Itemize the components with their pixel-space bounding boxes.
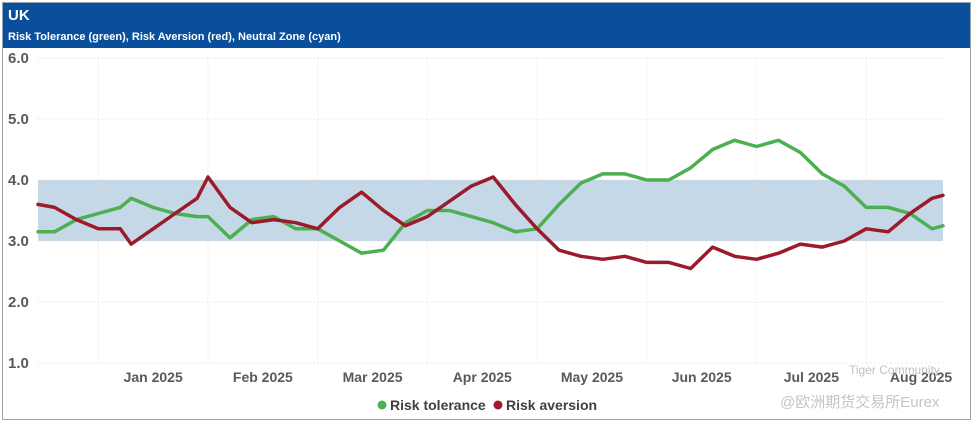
y-tick-label: 2.0 bbox=[8, 294, 29, 311]
x-tick-label: Jan 2025 bbox=[124, 369, 183, 385]
y-tick-label: 4.0 bbox=[8, 172, 29, 189]
watermark-line1: Tiger Community bbox=[849, 363, 940, 377]
x-tick-label: Aug 2025 bbox=[890, 369, 952, 385]
chart-header: UK Risk Tolerance (green), Risk Aversion… bbox=[3, 3, 970, 48]
y-tick-label: 3.0 bbox=[8, 233, 29, 250]
legend-marker-risk-aversion bbox=[493, 400, 503, 410]
y-tick-label: 6.0 bbox=[8, 50, 29, 67]
series-line-risk-aversion bbox=[36, 175, 945, 271]
chart-title: UK bbox=[8, 7, 30, 24]
x-tick-label: Jun 2025 bbox=[672, 369, 732, 385]
legend-marker-risk-tolerance bbox=[377, 400, 387, 410]
y-tick-label: 5.0 bbox=[8, 111, 29, 128]
x-tick-label: May 2025 bbox=[561, 369, 623, 385]
legend-label-risk-tolerance: Risk tolerance bbox=[390, 397, 486, 413]
x-tick-label: Apr 2025 bbox=[453, 369, 512, 385]
series-line-risk-tolerance bbox=[36, 138, 945, 255]
legend-label-risk-aversion: Risk aversion bbox=[506, 397, 597, 413]
x-tick-label: Mar 2025 bbox=[343, 369, 403, 385]
neutral-zone-band bbox=[38, 180, 943, 241]
chart-subtitle: Risk Tolerance (green), Risk Aversion (r… bbox=[8, 31, 341, 43]
watermark-line2: @欧洲期货交易所Eurex bbox=[780, 393, 940, 411]
x-tick-label: Feb 2025 bbox=[233, 369, 293, 385]
x-tick-label: Jul 2025 bbox=[784, 369, 839, 385]
y-tick-label: 1.0 bbox=[8, 355, 29, 372]
